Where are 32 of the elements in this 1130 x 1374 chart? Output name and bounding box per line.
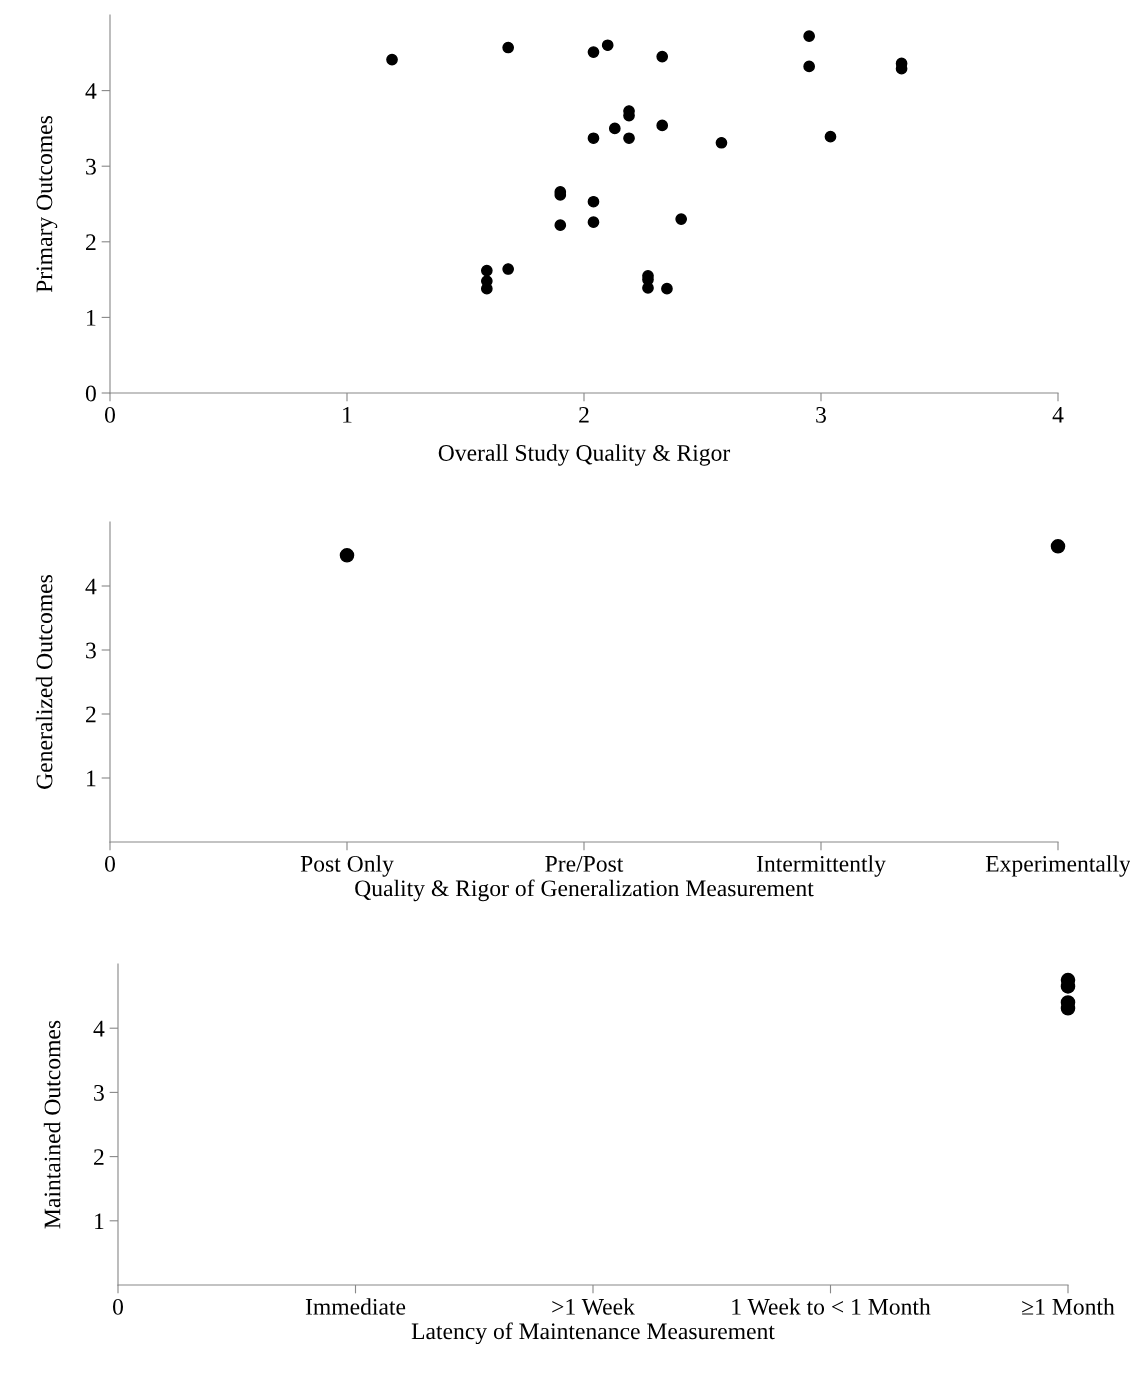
x-tick-label: 2 [579,406,589,423]
x-tick-label: Experimentally [985,855,1130,877]
x-axis-title: Quality & Rigor of Generalization Measurement [355,879,814,902]
y-tick-label: 4 [93,1020,105,1037]
y-tick-label: 3 [86,158,96,175]
y-axis-title: Generalized Outcomes [35,575,53,789]
x-axis-title: Overall Study Quality & Rigor [438,444,731,466]
x-tick-label: 1 Week to < 1 Month [732,1298,931,1315]
y-tick-label: 1 [87,770,96,787]
x-axis-title: Latency of Maintenance Measurement [411,1322,775,1345]
x-tick-label: ≥1 Month [1022,1298,1115,1315]
y-tick-label: 2 [86,706,96,723]
y-tick-label: 2 [94,1149,104,1165]
x-tick-label: 4 [1052,407,1064,423]
x-tick-label: Post Only [300,855,394,877]
y-tick-label: 4 [85,578,97,595]
x-tick-label: 3 [816,406,826,423]
y-axis-title: Primary Outcomes [36,116,58,293]
y-tick-label: 2 [86,234,96,250]
y-tick-label: 4 [85,83,97,99]
y-tick-label: 3 [86,642,96,659]
y-tick-label: 3 [94,1084,104,1101]
y-axis-title: Maintained Outcomes [43,1020,61,1229]
x-tick-label: Intermittently [756,855,886,877]
x-tick-label: Immediate [305,1298,406,1315]
y-tick-label: 1 [87,310,96,326]
y-tick-label: 0 [85,385,96,402]
x-tick-label: >1 Week [552,1298,635,1315]
x-tick-label: 0 [113,1298,123,1315]
y-tick-label: 1 [95,1213,104,1229]
x-tick-label: 1 [343,406,352,423]
x-tick-label: Pre/Post [545,856,624,872]
